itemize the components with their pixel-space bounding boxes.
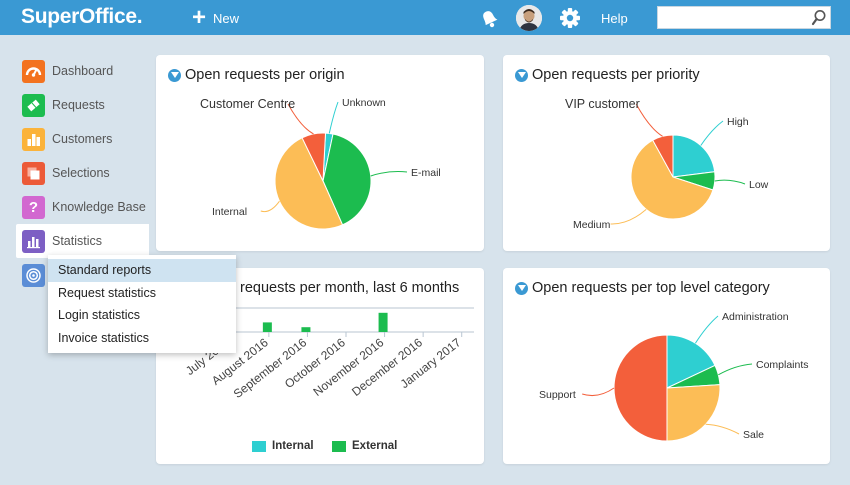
- sidebar-item-label: Dashboard: [52, 64, 114, 78]
- settings-gear-icon[interactable]: [559, 7, 581, 29]
- monthly-chart-title: requests per month, last 6 months: [240, 280, 459, 296]
- origin-chart-title: Open requests per origin: [168, 67, 345, 83]
- bar-external-september-2016[interactable]: [301, 327, 311, 332]
- target-icon: [22, 263, 45, 287]
- dashboard-icon: [22, 59, 45, 83]
- sidebar-item-selections[interactable]: Selections: [16, 156, 149, 190]
- bar-external-august-2016[interactable]: [262, 322, 272, 332]
- bar-chart-icon: [22, 229, 45, 253]
- leader-line-e-mail: [370, 170, 408, 177]
- menu-item-invoice-statistics[interactable]: Invoice statistics: [58, 330, 150, 345]
- sidebar-item-target[interactable]: [16, 258, 149, 292]
- selections-icon: [22, 161, 45, 185]
- pie-slice-sale[interactable]: [666, 384, 721, 442]
- pie-slice-e-mail[interactable]: [322, 133, 372, 226]
- menu-item-login-statistics[interactable]: Login statistics: [58, 308, 140, 323]
- category-pie-chart: Administration Complaints Sale Support: [539, 311, 809, 442]
- priority-pie-chart: High Low Medium VIP customer: [565, 97, 769, 231]
- help-link[interactable]: Help: [601, 11, 628, 26]
- pie-label-e-mail: E-mail: [411, 167, 441, 179]
- pie-label-vip-customer: VIP customer: [565, 97, 640, 111]
- sidebar-item-label: Statistics: [52, 234, 103, 248]
- pie-label-support: Support: [539, 389, 576, 401]
- legend-internal[interactable]: Internal: [252, 440, 314, 452]
- pie-label-internal: Internal: [212, 206, 247, 218]
- pie-label-administration: Administration: [722, 311, 789, 323]
- category-title-text: Open requests per top level category: [532, 280, 770, 296]
- priority-chart-card: High Low Medium VIP customer Open requests …: [503, 55, 830, 251]
- menu-item-standard-reports[interactable]: Standard reports: [48, 259, 236, 282]
- pie-slice-medium[interactable]: [630, 139, 714, 220]
- user-avatar[interactable]: [516, 5, 542, 31]
- monthly-title-text: requests per month, last 6 months: [240, 280, 460, 296]
- leader-line-customer-centre: [287, 103, 314, 135]
- leader-line-administration: [694, 315, 719, 344]
- user-photo-icon: [516, 5, 542, 31]
- leader-line-unknown: [328, 101, 339, 134]
- sidebar: Dashboard Requests Customers Selections …: [16, 54, 149, 292]
- leader-line-high: [700, 120, 724, 146]
- new-button[interactable]: + New: [192, 4, 240, 31]
- collapse-toggle-icon[interactable]: [168, 68, 181, 82]
- buildings-icon: [22, 127, 45, 151]
- ticket-icon: [22, 93, 45, 117]
- new-label: New: [213, 10, 240, 26]
- priority-chart-title: Open requests per priority: [515, 67, 700, 83]
- pie-label-sale: Sale: [743, 429, 764, 441]
- sidebar-item-knowledge-base[interactable]: ? Knowledge Base: [16, 190, 149, 224]
- leader-line-vip-customer: [635, 103, 663, 137]
- superoffice-logo[interactable]: SuperOffice.: [21, 5, 143, 28]
- sidebar-item-label: Selections: [52, 166, 110, 180]
- leader-line-medium: [610, 208, 647, 225]
- legend-external[interactable]: External: [332, 440, 397, 452]
- search-icon[interactable]: [811, 9, 827, 26]
- plus-icon: +: [192, 4, 207, 31]
- pie-label-complaints: Complaints: [756, 359, 809, 371]
- origin-title-text: Open requests per origin: [185, 67, 345, 83]
- legend-swatch: [332, 440, 346, 452]
- pie-label-medium: Medium: [573, 219, 611, 231]
- pie-label-high: High: [727, 116, 749, 128]
- sidebar-item-label: Requests: [52, 98, 105, 112]
- pie-label-customer-centre: Customer Centre: [200, 97, 295, 111]
- pie-label-low: Low: [749, 179, 769, 191]
- legend-label: External: [352, 440, 398, 452]
- question-icon: ?: [22, 195, 45, 219]
- sidebar-item-statistics[interactable]: Statistics: [16, 224, 149, 258]
- pie-label-unknown: Unknown: [342, 97, 386, 109]
- origin-pie-chart: Unknown E-mail Internal Customer Centre: [200, 97, 441, 230]
- leader-line-complaints: [718, 363, 753, 376]
- leader-line-sale: [705, 423, 740, 435]
- notification-bell-icon[interactable]: [478, 7, 500, 29]
- sidebar-item-requests[interactable]: Requests: [16, 88, 149, 122]
- pie-slice-high[interactable]: [672, 134, 716, 178]
- sidebar-item-label: Customers: [52, 132, 113, 146]
- leader-line-low: [714, 179, 746, 185]
- pie-slice-support[interactable]: [613, 334, 668, 442]
- statistics-menu: Standard reports Request statistics Logi…: [48, 255, 236, 353]
- origin-chart-card: Unknown E-mail Internal Customer Centre Ope…: [156, 55, 484, 251]
- leader-line-internal: [260, 200, 280, 213]
- leader-line-support: [582, 387, 615, 396]
- collapse-toggle-icon[interactable]: [515, 281, 528, 295]
- search-input[interactable]: [658, 7, 808, 28]
- pie-slice-internal[interactable]: [274, 137, 344, 230]
- menu-item-request-statistics[interactable]: Request statistics: [58, 285, 156, 300]
- pie-slice-customer-centre[interactable]: [301, 132, 327, 182]
- collapse-toggle-icon[interactable]: [515, 68, 528, 82]
- category-chart-card: Administration Complaints Sale Support Open…: [503, 268, 830, 464]
- sidebar-item-dashboard[interactable]: Dashboard: [16, 54, 149, 88]
- search-box: [657, 6, 831, 29]
- legend-label: Internal: [272, 440, 314, 452]
- priority-title-text: Open requests per priority: [532, 67, 700, 83]
- category-chart-title: Open requests per top level category: [515, 280, 770, 296]
- top-bar: SuperOffice. + New Help: [0, 0, 850, 35]
- sidebar-item-customers[interactable]: Customers: [16, 122, 149, 156]
- bar-external-november-2016[interactable]: [378, 312, 388, 332]
- sidebar-item-label: Knowledge Base: [52, 200, 146, 214]
- legend-swatch: [252, 440, 266, 452]
